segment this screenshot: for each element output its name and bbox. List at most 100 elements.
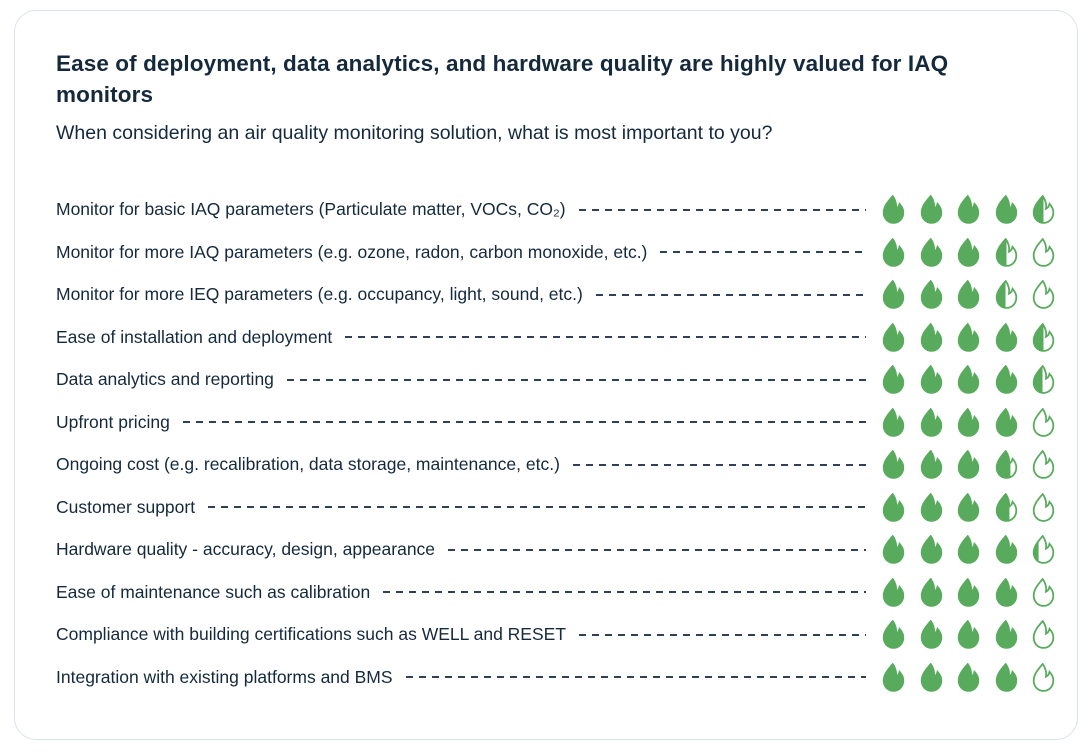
flame-icon: [995, 535, 1017, 565]
flame-icon: [995, 280, 1017, 310]
flame-icon: [957, 450, 980, 480]
leader-dashes: [345, 336, 866, 339]
rating-row: Integration with existing platforms and …: [56, 656, 1057, 699]
flame-icon: [882, 620, 905, 650]
flame-icon: [1032, 662, 1055, 692]
flame-icon: [1032, 322, 1055, 352]
flame-rating: [880, 195, 1057, 225]
flame-icon: [1032, 280, 1055, 310]
flame-icon: [995, 450, 1017, 480]
rating-rows: Monitor for basic IAQ parameters (Partic…: [56, 189, 1057, 699]
flame-icon: [995, 577, 1017, 607]
flame-icon: [995, 365, 1017, 395]
flame-icon: [957, 492, 980, 522]
rating-row: Compliance with building certifications …: [56, 614, 1057, 657]
flame-icon: [957, 322, 980, 352]
rating-row: Monitor for more IEQ parameters (e.g. oc…: [56, 274, 1057, 317]
row-label: Customer support: [56, 496, 196, 517]
flame-icon: [1032, 407, 1055, 437]
rating-row: Customer support: [56, 486, 1057, 529]
leader-dashes: [660, 251, 866, 254]
flame-icon: [995, 620, 1017, 650]
flame-icon: [882, 492, 905, 522]
flame-icon: [882, 322, 905, 352]
flame-icon: [1032, 450, 1055, 480]
flame-icon: [957, 195, 980, 225]
leader-dashes: [208, 506, 866, 509]
flame-icon: [1032, 195, 1055, 225]
flame-rating: [880, 450, 1057, 480]
flame-icon: [995, 322, 1017, 352]
leader-dashes: [383, 591, 866, 594]
row-label: Hardware quality - accuracy, design, app…: [56, 539, 436, 560]
row-label: Ease of installation and deployment: [56, 326, 333, 347]
row-label: Upfront pricing: [56, 411, 170, 432]
flame-icon: [1032, 535, 1055, 565]
leader-dashes: [448, 548, 866, 551]
flame-icon: [882, 535, 905, 565]
flame-rating: [880, 237, 1057, 267]
flame-rating: [880, 407, 1057, 437]
leader-dashes: [572, 463, 866, 466]
flame-icon: [882, 577, 905, 607]
flame-icon: [1032, 237, 1055, 267]
flame-icon: [920, 280, 942, 310]
flame-icon: [1032, 492, 1055, 522]
rating-row: Data analytics and reporting: [56, 359, 1057, 402]
flame-icon: [882, 280, 905, 310]
flame-icon: [957, 237, 980, 267]
flame-icon: [882, 450, 905, 480]
flame-icon: [957, 280, 980, 310]
leader-dashes: [595, 293, 866, 296]
flame-icon: [957, 577, 980, 607]
flame-icon: [920, 195, 942, 225]
flame-icon: [920, 662, 942, 692]
row-label: Compliance with building certifications …: [56, 624, 567, 645]
flame-icon: [920, 450, 942, 480]
row-label: Ongoing cost (e.g. recalibration, data s…: [56, 454, 560, 475]
rating-row: Monitor for more IAQ parameters (e.g. oz…: [56, 231, 1057, 274]
flame-icon: [1032, 620, 1055, 650]
rating-row: Ease of installation and deployment: [56, 316, 1057, 359]
flame-icon: [882, 662, 905, 692]
chart-title: Ease of deployment, data analytics, and …: [56, 51, 949, 107]
flame-icon: [995, 195, 1017, 225]
rating-row: Monitor for basic IAQ parameters (Partic…: [56, 189, 1057, 232]
rating-row: Upfront pricing: [56, 401, 1057, 444]
flame-rating: [880, 492, 1057, 522]
row-label: Monitor for more IEQ parameters (e.g. oc…: [56, 284, 583, 305]
row-label: Data analytics and reporting: [56, 369, 274, 390]
flame-icon: [882, 407, 905, 437]
flame-icon: [1032, 577, 1055, 607]
flame-icon: [882, 365, 905, 395]
flame-icon: [995, 662, 1017, 692]
flame-icon: [957, 620, 980, 650]
leader-dashes: [182, 421, 866, 424]
flame-rating: [880, 620, 1057, 650]
rating-row: Hardware quality - accuracy, design, app…: [56, 529, 1057, 572]
flame-icon: [957, 365, 980, 395]
flame-rating: [880, 577, 1057, 607]
flame-icon: [920, 577, 942, 607]
leader-dashes: [579, 633, 866, 636]
flame-icon: [920, 620, 942, 650]
flame-icon: [920, 365, 942, 395]
flame-rating: [880, 322, 1057, 352]
row-label: Ease of maintenance such as calibration: [56, 581, 371, 602]
leader-dashes: [286, 378, 866, 381]
flame-rating: [880, 365, 1057, 395]
flame-icon: [920, 492, 942, 522]
flame-icon: [957, 662, 980, 692]
flame-rating: [880, 280, 1057, 310]
flame-icon: [920, 535, 942, 565]
row-label: Monitor for more IAQ parameters (e.g. oz…: [56, 241, 648, 262]
rating-row: Ease of maintenance such as calibration: [56, 571, 1057, 614]
flame-icon: [920, 237, 942, 267]
flame-icon: [882, 237, 905, 267]
survey-chart-card: Ease of deployment, data analytics, and …: [14, 10, 1078, 740]
flame-rating: [880, 535, 1057, 565]
flame-icon: [1032, 365, 1055, 395]
flame-icon: [957, 407, 980, 437]
flame-icon: [920, 407, 942, 437]
rating-row: Ongoing cost (e.g. recalibration, data s…: [56, 444, 1057, 487]
